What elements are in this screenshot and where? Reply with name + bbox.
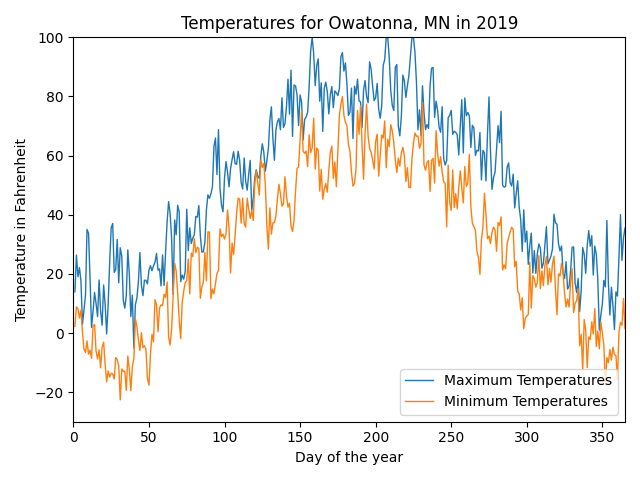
- Maximum Temperatures: [71, 289, 79, 295]
- Title: Temperatures for Owatonna, MN in 2019: Temperatures for Owatonna, MN in 2019: [180, 15, 518, 33]
- Maximum Temperatures: [598, 301, 606, 307]
- Maximum Temperatures: [224, 169, 232, 175]
- Minimum Temperatures: [545, 266, 553, 272]
- Line: Minimum Temperatures: Minimum Temperatures: [75, 96, 625, 400]
- Minimum Temperatures: [71, 324, 79, 329]
- Maximum Temperatures: [292, 83, 300, 89]
- Minimum Temperatures: [116, 397, 124, 403]
- Minimum Temperatures: [292, 188, 300, 194]
- Maximum Temperatures: [189, 235, 196, 241]
- Minimum Temperatures: [224, 207, 232, 213]
- Minimum Temperatures: [339, 94, 346, 99]
- Maximum Temperatures: [621, 225, 629, 231]
- Minimum Temperatures: [295, 164, 303, 170]
- Y-axis label: Temperature in Fahrenheit: Temperature in Fahrenheit: [15, 138, 29, 321]
- Maximum Temperatures: [295, 123, 303, 129]
- Maximum Temperatures: [545, 257, 553, 263]
- Minimum Temperatures: [598, 330, 606, 336]
- Maximum Temperatures: [308, 35, 316, 40]
- Maximum Temperatures: [130, 345, 138, 351]
- X-axis label: Day of the year: Day of the year: [295, 451, 403, 465]
- Minimum Temperatures: [189, 254, 196, 260]
- Legend: Maximum Temperatures, Minimum Temperatures: Maximum Temperatures, Minimum Temperatur…: [400, 369, 618, 415]
- Line: Maximum Temperatures: Maximum Temperatures: [75, 37, 625, 348]
- Minimum Temperatures: [621, 325, 629, 331]
